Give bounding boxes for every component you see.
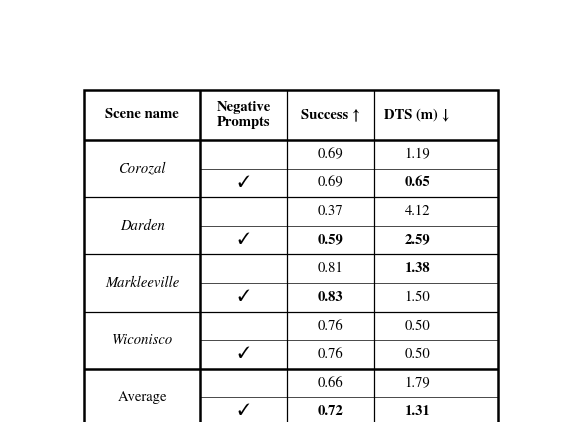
Text: 1.79: 1.79 bbox=[404, 376, 430, 390]
Text: ✗: ✗ bbox=[241, 205, 245, 218]
Text: ✓: ✓ bbox=[237, 176, 249, 189]
Text: 0.50: 0.50 bbox=[404, 319, 430, 333]
Text: 1.50: 1.50 bbox=[404, 291, 430, 304]
Text: ✓: ✓ bbox=[237, 291, 249, 304]
Text: 0.76: 0.76 bbox=[318, 348, 343, 361]
Text: 4.12: 4.12 bbox=[404, 205, 430, 218]
Text: Average: Average bbox=[118, 391, 167, 404]
Text: 0.65: 0.65 bbox=[404, 176, 430, 189]
Text: 1.38: 1.38 bbox=[404, 262, 430, 275]
Text: 1.19: 1.19 bbox=[404, 148, 430, 161]
Text: ✓: ✓ bbox=[237, 233, 249, 247]
Text: 2.59: 2.59 bbox=[404, 234, 430, 246]
Text: 0.37: 0.37 bbox=[318, 205, 343, 218]
Text: ✗: ✗ bbox=[241, 376, 245, 390]
Text: 0.72: 0.72 bbox=[318, 405, 343, 418]
Text: Scene name: Scene name bbox=[105, 108, 179, 121]
Text: 0.76: 0.76 bbox=[318, 319, 343, 333]
Text: 0.69: 0.69 bbox=[318, 176, 343, 189]
Text: Darden: Darden bbox=[120, 219, 165, 233]
Text: 0.83: 0.83 bbox=[318, 291, 343, 304]
Text: 0.50: 0.50 bbox=[404, 348, 430, 361]
Text: 0.81: 0.81 bbox=[318, 262, 343, 276]
Text: Wiconisco: Wiconisco bbox=[111, 333, 173, 347]
Text: 1.31: 1.31 bbox=[404, 405, 430, 418]
Text: 0.59: 0.59 bbox=[318, 234, 343, 246]
Text: 0.69: 0.69 bbox=[318, 148, 343, 161]
Text: 0.66: 0.66 bbox=[318, 376, 343, 390]
Text: ✗: ✗ bbox=[241, 319, 245, 333]
Text: Success ↑: Success ↑ bbox=[301, 108, 360, 121]
Text: ✗: ✗ bbox=[241, 148, 245, 161]
Text: ✓: ✓ bbox=[237, 405, 249, 418]
Text: Markleeville: Markleeville bbox=[105, 276, 179, 290]
Text: Corozal: Corozal bbox=[118, 162, 166, 176]
Text: ✓: ✓ bbox=[237, 348, 249, 361]
Text: DTS (m) ↓: DTS (m) ↓ bbox=[385, 108, 450, 121]
Text: ✗: ✗ bbox=[241, 262, 245, 276]
Text: Negative
Prompts: Negative Prompts bbox=[216, 101, 270, 129]
